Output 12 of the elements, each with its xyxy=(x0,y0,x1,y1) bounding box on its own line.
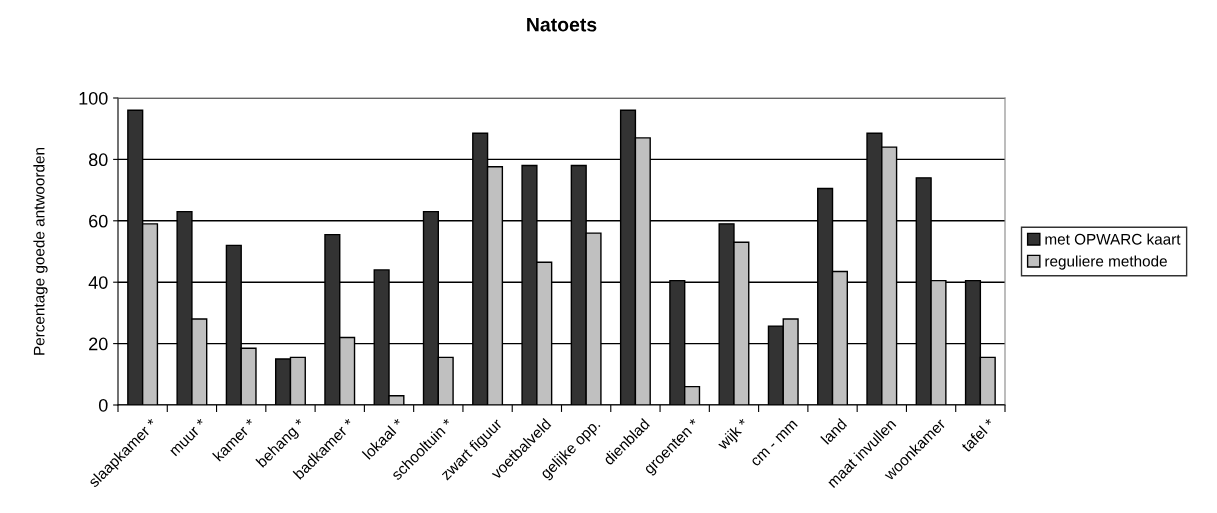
y-axis-title: Percentage goede antwoorden xyxy=(33,148,48,355)
y-tick-label: 100 xyxy=(79,91,108,105)
x-tick-label: cm - mm xyxy=(751,420,798,467)
y-tick-label: 20 xyxy=(89,337,108,351)
y-tick-label: 0 xyxy=(98,398,108,412)
chart-title: Natoets xyxy=(527,17,597,32)
legend-label: reguliere methode xyxy=(1045,255,1167,270)
y-tick-label: 60 xyxy=(89,214,108,228)
legend-label: met OPWARC kaart xyxy=(1045,233,1181,245)
x-tick-label: wijk * xyxy=(716,417,752,453)
y-tick-label: 80 xyxy=(88,153,108,167)
y-tick-label: 40 xyxy=(88,276,108,289)
